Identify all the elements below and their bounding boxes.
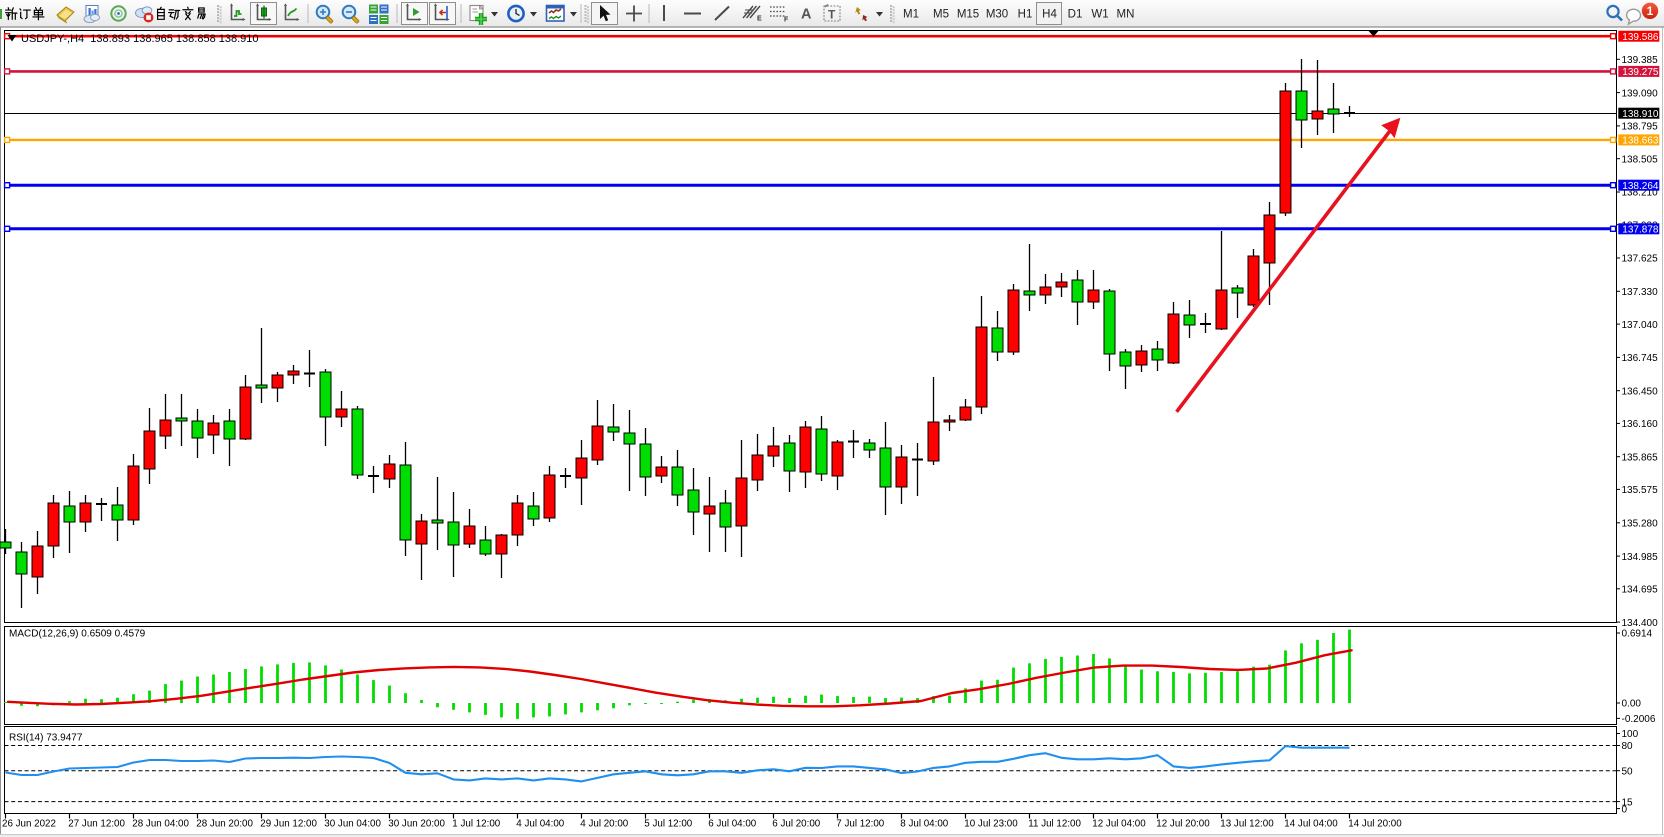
- svg-text:12 Jul 04:00: 12 Jul 04:00: [1092, 819, 1146, 830]
- svg-text:137.878: 137.878: [1622, 224, 1659, 235]
- svg-text:136.450: 136.450: [1622, 386, 1659, 397]
- svg-text:137.040: 137.040: [1622, 320, 1659, 331]
- svg-text:138.910: 138.910: [1622, 109, 1659, 120]
- svg-text:12 Jul 20:00: 12 Jul 20:00: [1156, 819, 1210, 830]
- svg-text:1: 1: [1647, 4, 1654, 18]
- svg-text:MN: MN: [1117, 9, 1135, 21]
- svg-text:6 Jul 20:00: 6 Jul 20:00: [772, 819, 820, 830]
- svg-text:138.663: 138.663: [1622, 136, 1659, 147]
- svg-text:28 Jun 20:00: 28 Jun 20:00: [196, 819, 253, 830]
- svg-text:MACD(12,26,9) 0.6509 0.4579: MACD(12,26,9) 0.6509 0.4579: [9, 629, 146, 640]
- svg-text:M5: M5: [933, 9, 949, 21]
- svg-text:T: T: [828, 8, 836, 22]
- svg-text:1 Jul 12:00: 1 Jul 12:00: [452, 819, 500, 830]
- svg-text:E: E: [757, 16, 762, 23]
- svg-text:M30: M30: [986, 9, 1008, 21]
- svg-text:27 Jun 12:00: 27 Jun 12:00: [68, 819, 125, 830]
- svg-text:136.160: 136.160: [1622, 419, 1659, 430]
- svg-text:135.280: 135.280: [1622, 519, 1659, 530]
- svg-text:USDJPY-,H4 138.893 138.965 13: USDJPY-,H4 138.893 138.965 138.858 138.9…: [21, 33, 259, 45]
- svg-text:137.625: 137.625: [1622, 254, 1659, 265]
- svg-text:M15: M15: [957, 9, 979, 21]
- svg-text:M1: M1: [903, 9, 919, 21]
- svg-text:4 Jul 04:00: 4 Jul 04:00: [516, 819, 564, 830]
- svg-text:139.090: 139.090: [1622, 88, 1659, 99]
- svg-text:137.330: 137.330: [1622, 287, 1659, 298]
- svg-text:5 Jul 12:00: 5 Jul 12:00: [644, 819, 692, 830]
- svg-text:50: 50: [1622, 766, 1634, 777]
- svg-text:11 Jul 12:00: 11 Jul 12:00: [1028, 819, 1081, 830]
- svg-text:14 Jul 04:00: 14 Jul 04:00: [1284, 819, 1338, 830]
- svg-text:13 Jul 12:00: 13 Jul 12:00: [1220, 819, 1274, 830]
- svg-text:0.6914: 0.6914: [1622, 629, 1653, 640]
- svg-text:H1: H1: [1018, 9, 1033, 21]
- svg-text:139.385: 139.385: [1622, 55, 1659, 66]
- svg-text:8 Jul 04:00: 8 Jul 04:00: [900, 819, 948, 830]
- svg-text:100: 100: [1622, 729, 1639, 740]
- svg-text:RSI(14) 73.9477: RSI(14) 73.9477: [9, 733, 83, 744]
- svg-text:F: F: [784, 17, 789, 24]
- svg-text:-0.2006: -0.2006: [1622, 714, 1656, 725]
- svg-text:H4: H4: [1042, 9, 1057, 21]
- svg-text:30 Jun 04:00: 30 Jun 04:00: [324, 819, 381, 830]
- svg-text:134.985: 134.985: [1622, 552, 1659, 563]
- svg-text:0.00: 0.00: [1622, 699, 1642, 710]
- svg-text:14 Jul 20:00: 14 Jul 20:00: [1348, 819, 1402, 830]
- svg-text:4 Jul 20:00: 4 Jul 20:00: [580, 819, 628, 830]
- svg-text:135.865: 135.865: [1622, 452, 1659, 463]
- svg-text:135.575: 135.575: [1622, 485, 1659, 496]
- svg-text:0: 0: [1622, 804, 1628, 815]
- svg-text:138.210: 138.210: [1622, 188, 1659, 199]
- svg-text:15: 15: [1622, 797, 1634, 808]
- svg-text:138.795: 138.795: [1622, 122, 1659, 133]
- svg-text:10 Jul 23:00: 10 Jul 23:00: [964, 819, 1018, 830]
- svg-text:D1: D1: [1068, 9, 1083, 21]
- svg-text:30 Jun 20:00: 30 Jun 20:00: [388, 819, 445, 830]
- svg-text:6 Jul 04:00: 6 Jul 04:00: [708, 819, 756, 830]
- svg-text:7 Jul 12:00: 7 Jul 12:00: [836, 819, 884, 830]
- svg-text:W1: W1: [1091, 9, 1108, 21]
- svg-text:28 Jun 04:00: 28 Jun 04:00: [132, 819, 189, 830]
- svg-text:136.745: 136.745: [1622, 353, 1659, 364]
- svg-text:80: 80: [1622, 741, 1634, 752]
- svg-text:139.586: 139.586: [1622, 32, 1659, 43]
- svg-text:29 Jun 12:00: 29 Jun 12:00: [260, 819, 317, 830]
- svg-text:26 Jun 2022: 26 Jun 2022: [2, 819, 56, 830]
- svg-text:A: A: [801, 7, 812, 23]
- svg-text:138.505: 138.505: [1622, 154, 1659, 165]
- svg-text:139.275: 139.275: [1622, 67, 1659, 78]
- svg-text:134.695: 134.695: [1622, 585, 1659, 596]
- svg-text:134.400: 134.400: [1622, 618, 1659, 629]
- svg-text:138.264: 138.264: [1622, 181, 1659, 192]
